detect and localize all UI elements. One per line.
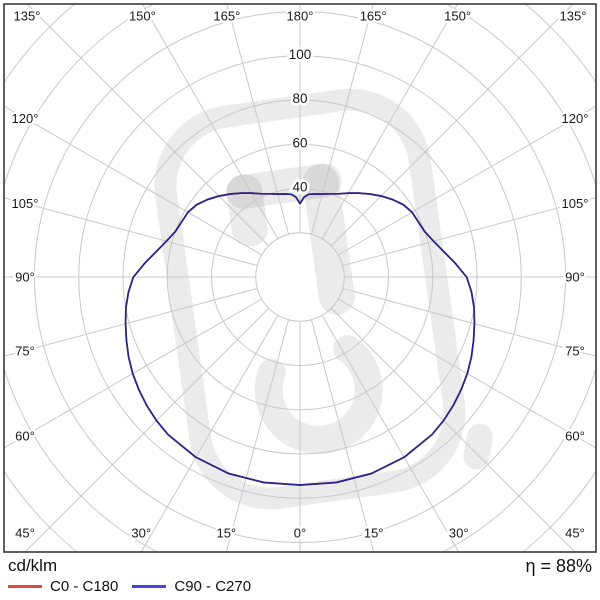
plot-border [3, 3, 597, 553]
angle-label-30: 30° [449, 526, 469, 541]
grid-spoke [310, 319, 375, 552]
angle-label-45: 45° [565, 526, 585, 541]
grid-spoke [342, 197, 596, 267]
angle-label-180: 180° [287, 9, 314, 24]
legend-swatch-c0-c180 [8, 585, 42, 588]
angle-label-60-left: 60° [15, 428, 35, 443]
grid-spoke [330, 4, 574, 247]
angle-label-15-left: 15° [216, 526, 236, 541]
legend-label-c90-c270: C90 - C270 [174, 578, 252, 595]
angle-label-165: 165° [360, 9, 387, 24]
radial-tick-label: 60 [292, 135, 307, 150]
grid-spoke [26, 4, 270, 247]
angle-label-15: 15° [364, 526, 384, 541]
radial-tick-labels: 40 60 80 100 [286, 44, 314, 197]
grid-spoke [226, 4, 290, 235]
legend-label-c0-c180: C0 - C180 [50, 578, 119, 595]
angle-label-105-left: 105° [12, 196, 39, 211]
efficiency-label: η = 88% [525, 556, 592, 576]
grid-spoke [140, 315, 279, 552]
angle-label-120-left: 120° [12, 111, 39, 126]
grid-spoke [4, 105, 262, 256]
grid-spoke [141, 4, 279, 239]
angle-label-150: 150° [444, 9, 471, 24]
grid-spoke [4, 287, 258, 357]
curve-c90-c270 [124, 192, 476, 486]
radial-tick-label: 80 [292, 91, 307, 106]
legend-swatch-c90-c270 [132, 585, 167, 588]
grid-spoke [330, 307, 576, 552]
radial-tick-label: 100 [289, 47, 312, 62]
legend-item-c0-c180: C0 - C180 [8, 578, 118, 595]
legend: cd/klm η = 88% C0 - C180 C90 - C270 [0, 552, 600, 600]
angle-label-135: 135° [560, 9, 587, 24]
grid-spoke [338, 105, 596, 256]
angle-label-120: 120° [562, 111, 589, 126]
angle-label-45-left: 45° [15, 526, 35, 541]
angle-label-90-left: 90° [15, 270, 35, 285]
grid-spoke [4, 197, 258, 267]
angle-label-105: 105° [562, 196, 589, 211]
grid-spoke [24, 307, 270, 552]
legend-row: C0 - C180 C90 - C270 [8, 578, 251, 595]
angle-label-75-left: 75° [15, 343, 35, 358]
grid-spoke [225, 319, 290, 552]
angle-label-60: 60° [565, 428, 585, 443]
angle-labels: 0° 15° 15° 30° 30° 45° 45° 60° 60° 75° 75° 90° 90° 10… [9, 6, 590, 543]
angle-label-30-left: 30° [131, 526, 151, 541]
angle-label-75: 75° [565, 343, 585, 358]
angle-label-0: 0° [294, 526, 306, 541]
angle-label-90: 90° [565, 270, 585, 285]
watermark-logo [154, 88, 493, 510]
unit-label: cd/klm [8, 556, 58, 575]
radial-tick-label: 40 [292, 180, 307, 195]
angle-label-150-left: 150° [129, 9, 156, 24]
grid-spoke [321, 4, 459, 239]
legend-item-c90-c270: C90 - C270 [132, 578, 251, 595]
grid-spoke [342, 287, 596, 357]
angle-label-165-left: 165° [213, 9, 240, 24]
angle-label-135-left: 135° [14, 9, 41, 24]
grid-spoke [321, 315, 460, 552]
grid-spoke [310, 4, 374, 235]
